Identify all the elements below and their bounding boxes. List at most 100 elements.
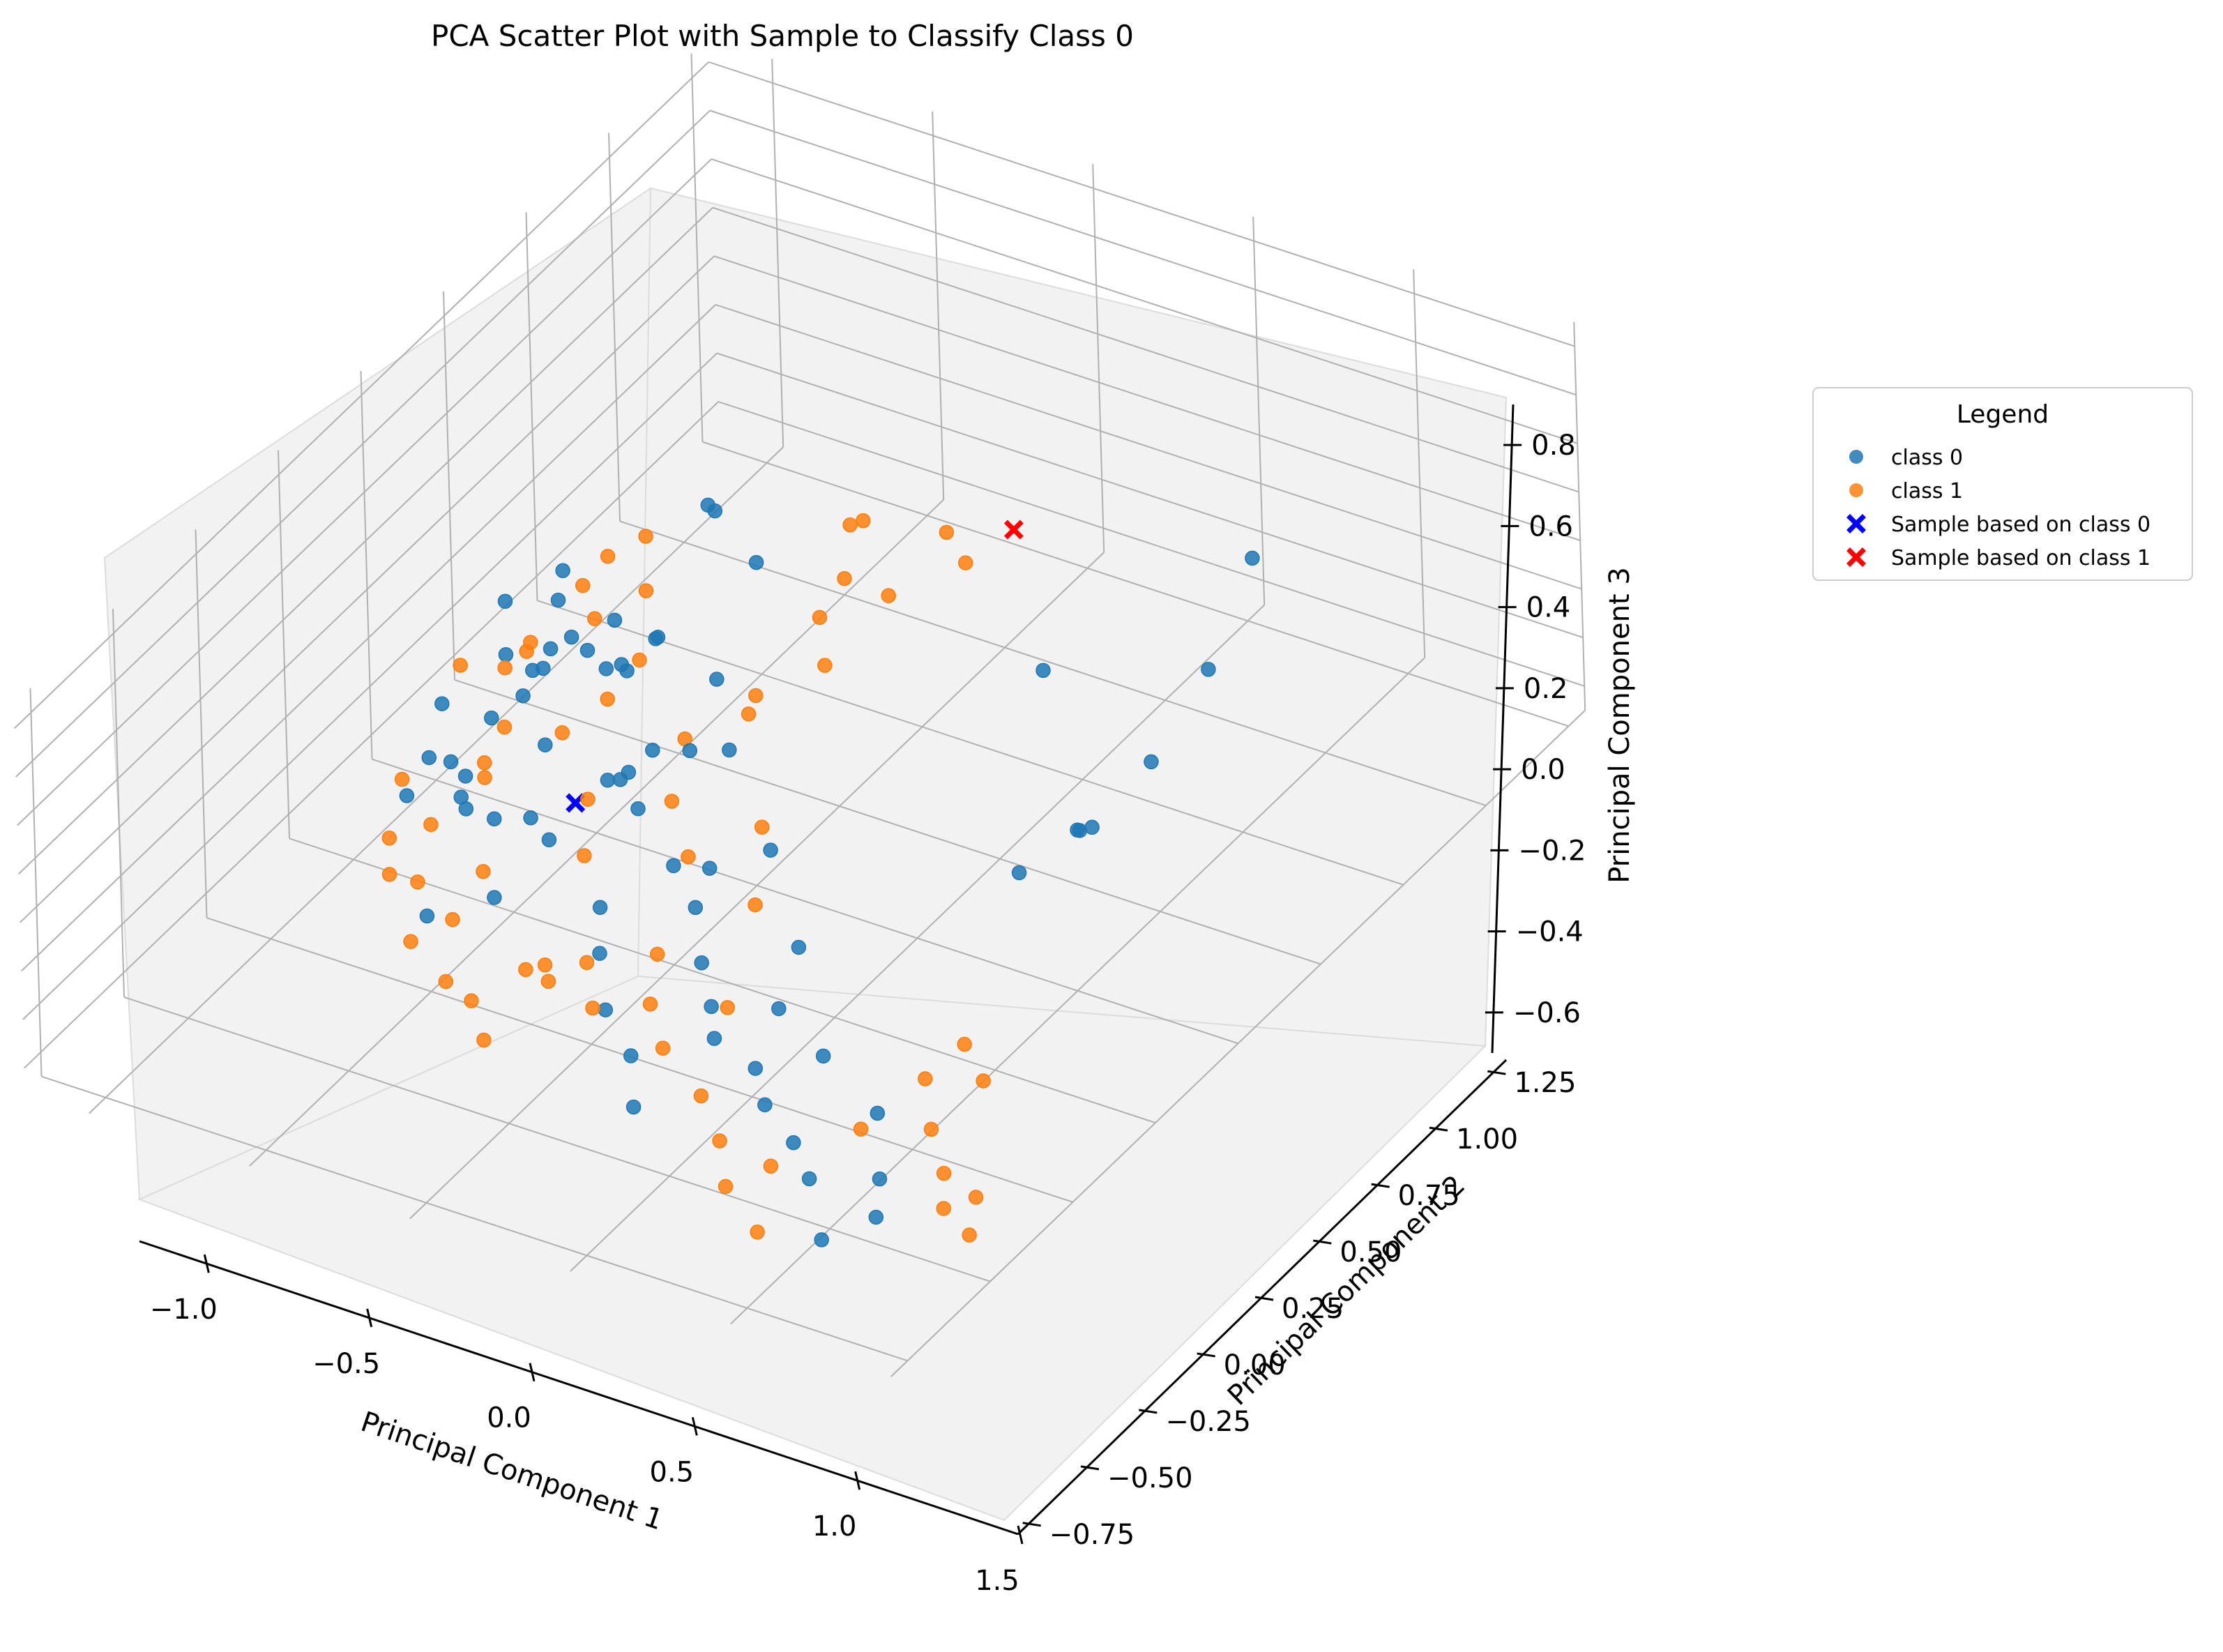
class-1-point: [600, 691, 615, 707]
class-0-point: [704, 999, 719, 1015]
x-tick-mark: [529, 1363, 536, 1382]
class-1-point: [842, 517, 858, 533]
class-1-point: [649, 946, 665, 962]
class-1-point: [438, 973, 454, 990]
class-0-point: [487, 811, 502, 826]
class-1-point: [664, 794, 680, 809]
legend-title: Legend: [1957, 400, 2049, 429]
gridline-z-left: [15, 109, 711, 778]
class-0-point: [538, 737, 553, 752]
class-0-point: [1084, 819, 1100, 835]
sample-marker: [1003, 520, 1024, 540]
class-0-point: [543, 641, 559, 657]
class-1-point: [518, 962, 533, 978]
class-0-point: [621, 764, 637, 780]
class-0-point: [457, 768, 473, 784]
y-tick-label: 1.25: [1514, 1067, 1576, 1099]
chart-title: PCA Scatter Plot with Sample to Classify…: [431, 19, 1134, 53]
legend-label: class 0: [1891, 446, 1963, 470]
y-tick-mark: [1197, 1352, 1215, 1358]
class-0-point: [868, 1209, 884, 1225]
gridline-y-left: [360, 370, 373, 759]
class-1-point: [554, 725, 570, 741]
gridline-y-left: [443, 291, 455, 680]
class-1-point: [464, 993, 479, 1008]
class-0-point: [771, 1001, 787, 1017]
z-tick-label: 0.8: [1531, 430, 1576, 462]
y-tick-label: 0.75: [1398, 1180, 1460, 1212]
class-0-point: [650, 630, 666, 645]
y-tick-mark: [1371, 1183, 1390, 1188]
class-0-point: [700, 497, 716, 513]
class-0-point: [763, 842, 778, 858]
gridline-x-back: [1252, 216, 1266, 605]
y-tick-label: −0.25: [1165, 1406, 1251, 1438]
class-0-point: [791, 939, 807, 955]
class-1-point: [445, 911, 460, 927]
class-0-point: [497, 593, 513, 609]
z-tick-label: −0.2: [1518, 835, 1586, 867]
class-1-point: [923, 1121, 939, 1137]
class-0-point: [872, 1171, 888, 1187]
y-tick-label: −0.50: [1107, 1462, 1193, 1494]
class-0-point: [706, 1031, 722, 1046]
class-0-point: [1144, 754, 1159, 770]
class-0-point: [443, 754, 459, 770]
class-0-point: [541, 832, 557, 848]
z-tick-label: −0.6: [1513, 997, 1581, 1029]
class-0-point: [748, 1061, 764, 1076]
gridline-z-back: [718, 401, 1585, 687]
class-1-point: [394, 771, 410, 787]
y-tick-label: 0.00: [1224, 1349, 1286, 1381]
class-0-point: [563, 629, 579, 645]
class-1-point: [642, 996, 658, 1012]
gridline-z-back: [709, 109, 1577, 396]
class-1-point: [575, 577, 591, 593]
y-tick-label: −0.75: [1049, 1519, 1135, 1551]
gridline-y-floor: [619, 520, 1487, 807]
class-1-point: [496, 719, 513, 735]
class-0-point: [458, 801, 474, 817]
class-1-point: [381, 867, 397, 882]
class-1-point: [577, 848, 592, 863]
y-tick-mark: [1139, 1409, 1158, 1414]
class-0-point: [701, 861, 718, 876]
class-1-point: [881, 588, 896, 603]
class-1-point: [423, 817, 439, 833]
x-tick-mark: [366, 1308, 373, 1328]
class-0-point: [498, 646, 514, 662]
y-tick-mark: [1022, 1522, 1041, 1527]
z-axis-label: Principal Component 3: [1604, 567, 1636, 884]
legend-marker: [1849, 483, 1863, 497]
class-0-point: [722, 742, 737, 758]
class-1-point: [681, 849, 696, 865]
x-tick-label: −0.5: [312, 1348, 380, 1380]
class-1-point: [540, 973, 556, 989]
gridline-z-left: [22, 352, 718, 1020]
z-tick-label: −0.4: [1516, 916, 1584, 948]
class-1-point: [763, 1158, 779, 1174]
y-tick-label: 0.50: [1340, 1236, 1402, 1268]
gridlines: [14, 53, 1586, 1377]
class-0-point: [1011, 865, 1027, 881]
class-1-point: [580, 791, 595, 807]
class-0-point: [399, 788, 415, 803]
class-1-point: [748, 897, 763, 913]
x-tick-label: 1.0: [812, 1510, 857, 1543]
class-1-point: [477, 770, 492, 785]
legend-marker: [1849, 450, 1863, 464]
gridline-y-left: [690, 53, 704, 442]
z-tick-label: 0.6: [1528, 510, 1573, 543]
x-tick-label: 0.0: [487, 1402, 531, 1434]
legend: Legend class 0 class 1 Sample based on cla…: [1812, 387, 2193, 581]
class-1-point: [741, 706, 757, 722]
class-0-point: [623, 1048, 639, 1063]
gridline-y-left: [29, 688, 43, 1077]
gridline-y-floor: [372, 758, 1238, 1045]
y-tick-mark: [1313, 1239, 1332, 1245]
x-tick-mark: [1017, 1525, 1024, 1545]
class-1-point: [403, 934, 418, 949]
class-0-point: [645, 742, 660, 758]
z-axis-ticks: −0.6 −0.4 −0.2 0.0 0.2 0.4 0.6 0.8: [1485, 430, 1586, 1029]
gridline-z-back: [711, 158, 1578, 444]
